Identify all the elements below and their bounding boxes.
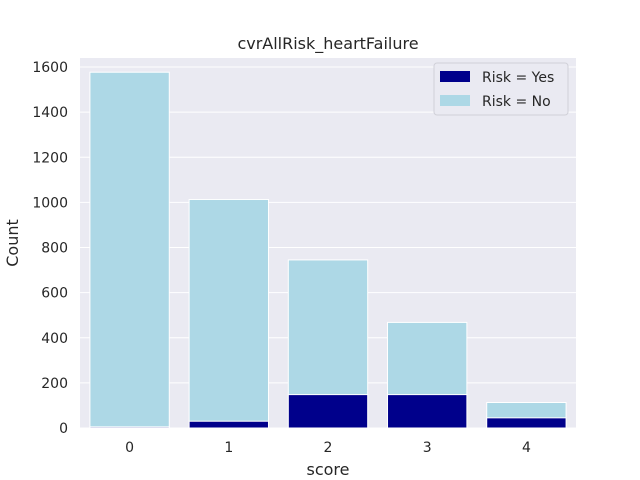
bar-riskyes-2 <box>287 394 369 429</box>
legend-label: Risk = Yes <box>482 70 554 86</box>
y-tick-label: 1200 <box>32 150 68 166</box>
y-tick-label: 1600 <box>32 60 68 76</box>
bar-riskno-1 <box>188 198 269 429</box>
y-tick-label: 1000 <box>32 195 68 211</box>
legend-swatch <box>440 71 470 82</box>
y-tick-label: 0 <box>59 421 68 437</box>
y-tick-label: 600 <box>41 286 68 302</box>
bars <box>89 71 567 429</box>
bar-riskyes-3 <box>387 394 468 429</box>
legend-swatch <box>440 95 470 106</box>
y-tick-label: 1400 <box>32 105 68 121</box>
x-tick-label: 3 <box>423 440 432 456</box>
chart-title: cvrAllRisk_heartFailure <box>237 34 418 54</box>
bar-riskyes-0 <box>89 426 170 429</box>
x-tick-label: 0 <box>125 440 134 456</box>
y-tick-label: 400 <box>41 331 68 347</box>
legend-label: Risk = No <box>482 94 551 110</box>
x-tick-label: 4 <box>522 440 531 456</box>
y-tick-labels: 0 200 400 600 800 1000 1200 1400 1600 <box>32 60 68 437</box>
x-tick-labels: 0 1 2 3 4 <box>125 440 531 456</box>
bar-riskyes-4 <box>486 417 567 429</box>
y-axis-label: Count <box>3 219 22 267</box>
x-tick-label: 2 <box>324 440 333 456</box>
bar-riskno-0 <box>89 71 170 429</box>
x-axis-label: score <box>307 460 350 479</box>
y-tick-label: 200 <box>41 376 68 392</box>
y-tick-label: 800 <box>41 241 68 257</box>
legend: Risk = Yes Risk = No <box>433 62 569 116</box>
x-tick-label: 1 <box>224 440 233 456</box>
bar-riskyes-1 <box>188 420 269 429</box>
